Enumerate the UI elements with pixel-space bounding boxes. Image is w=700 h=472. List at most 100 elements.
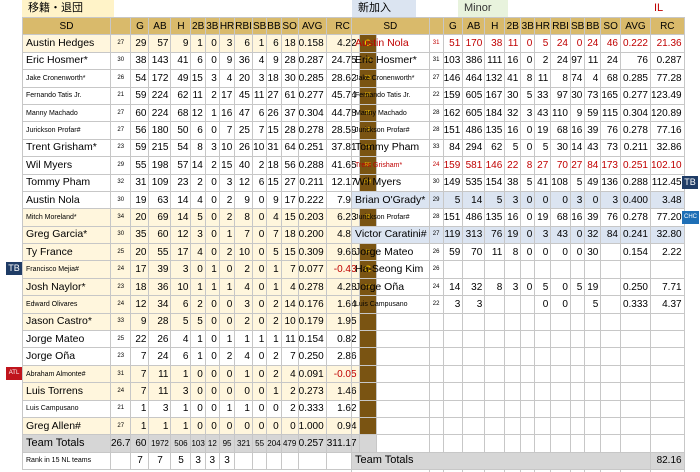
left-player-row[interactable]: Trent Grisham* 23 59 215 54 8 3 10 26 10 31 64 0.251… [22, 138, 380, 158]
right-player-row[interactable]: Trent Grisham* 24 159 581 146 22 8 27 70 27 84 173 0… [351, 156, 685, 175]
empty-cell [462, 330, 486, 349]
stat-ab: 63 [148, 190, 172, 210]
stat-hr: 11 [534, 69, 552, 88]
stat-g: 159 [442, 156, 464, 175]
left-player-row[interactable]: Ty France 25 20 55 17 4 0 2 10 0 5 15 0.309 9.66 IF [22, 243, 380, 262]
right-player-row[interactable]: Brian O'Grady* 29 5 14 5 3 0 0 0 3 0 3 0.400 3.48 [351, 190, 685, 210]
left-player-row[interactable]: Manny Machado 27 60 224 68 12 1 16 47 6 26 37 0.304 4… [22, 103, 380, 123]
left-player-row[interactable]: Jason Castro* 33 9 28 5 5 0 0 2 0 2 10 0.179 1.95 [22, 312, 380, 332]
stat-age: 23 [109, 277, 132, 297]
stat-h: 135 [484, 208, 506, 227]
left-player-row[interactable]: Wil Myers 29 55 198 57 14 2 15 40 2 18 56 0.288 41.65… [22, 156, 380, 175]
stat-so: 7 [280, 347, 299, 366]
stat-so: 61 [280, 86, 299, 105]
right-player-row[interactable]: Manny Machado 28 162 605 184 32 3 43 110 9 59 115 0.… [351, 103, 685, 123]
right-player-row[interactable]: Fernando Tatis Jr. 22 159 605 167 30 5 33 97 30 73… [351, 86, 685, 105]
stat-so: 2 [280, 399, 299, 418]
stat-rbi: 70 [550, 156, 571, 175]
stat-rbi: 8 [550, 69, 571, 88]
left-player-row[interactable]: Francisco Mejia# 24 17 39 3 0 1 0 2 0 1 7 0.077 -0.43… [22, 260, 380, 279]
stat-so: 4 [280, 277, 299, 297]
stat-bb: 6 [266, 34, 282, 53]
stat-avg: 0.251 [297, 138, 327, 158]
stat-sb: 0 [251, 277, 268, 297]
empty-cell [484, 434, 506, 453]
left-rank-row: Rank in 15 NL teams 7 7 5 3 3 3 [22, 451, 381, 471]
player-name: Jake Cronenworth* [22, 69, 111, 88]
left-player-row[interactable]: Fernando Tatis Jr. 21 59 224 62 11 2 17 45 11 27 61… [22, 86, 380, 105]
right-player-row[interactable]: Jake Cronenworth* 27 146 464 132 41 8 11 8 74 4 68 0… [351, 69, 685, 88]
empty-cell [584, 347, 602, 366]
right-player-row[interactable]: Jurickson Profar# 28 151 486 135 16 0 19 68 16 39 7… [351, 208, 685, 227]
left-player-row[interactable]: Eric Hosmer* 30 38 143 41 6 0 9 36 4 9 28 0.287 24.75… [22, 51, 380, 71]
stat-bb: 9 [266, 190, 282, 210]
stat-rbi: 6 [234, 34, 253, 53]
total-hr: 95 [218, 434, 236, 453]
right-player-row[interactable]: Wil Myers 30 149 535 154 38 5 41 108 5 49 136 0.288 1… [351, 173, 685, 192]
empty-cell [442, 312, 464, 332]
left-player-row[interactable]: Mitch Moreland* 34 20 69 14 5 0 2 8 0 4 15 0.203 6.23… [22, 208, 380, 227]
left-player-row[interactable]: Tommy Pham 32 31 109 23 2 0 3 12 6 15 27 0.211 12.17 D… [22, 173, 380, 192]
left-player-row[interactable]: Greg Allen# 27 1 1 1 0 0 0 0 0 0 0 1.000 0.94 [22, 416, 380, 436]
right-player-row[interactable]: Austin Nola 31 51 170 38 11 0 5 24 0 24 46 0.222 21.3… [351, 34, 685, 53]
stat-hr: 19 [534, 121, 552, 140]
left-player-row[interactable]: Austin Hedges 27 29 57 9 1 0 3 6 1 6 18 0.158 4.22 C [22, 34, 380, 53]
stat-avg: 0.278 [297, 121, 327, 140]
right-player-row[interactable]: Eric Hosmer* 31 103 386 111 16 0 2 24 97 11 24 76 0.2… [351, 51, 685, 71]
left-player-row[interactable]: Jorge Mateo 25 22 26 4 1 0 1 1 1 1 11 0.154 0.82 [22, 330, 380, 349]
left-player-row[interactable]: Josh Naylor* 23 18 36 10 1 1 1 4 0 1 4 0.278 4.28 OF [22, 277, 380, 297]
empty-cell [504, 364, 522, 384]
right-col-header: SO [600, 16, 621, 36]
right-player-row[interactable]: Jorge Oña 24 14 32 8 3 0 5 0 5 19 0.250 7.71 [351, 277, 685, 297]
stat-so: 37 [280, 103, 299, 123]
right-empty-row [351, 330, 685, 349]
empty-cell [484, 330, 506, 349]
right-player-row[interactable]: Luis Campusano 22 3 3 0 0 5 0.333 4.37 [351, 295, 685, 314]
total-rc: 82.16 [650, 451, 685, 471]
stat-hr: 0 [218, 295, 236, 314]
stat-bb: 2 [266, 347, 282, 366]
left-header-row: SDGABH2B3BHRRBISBBBSOAVGRCPos [22, 16, 380, 36]
stat-g: 1 [130, 399, 150, 418]
stat-d3: 0 [520, 277, 536, 297]
stat-bb: 39 [584, 208, 602, 227]
left-player-row[interactable]: Luis Torrens 24 7 11 3 0 0 0 0 0 1 2 0.273 1.46 [22, 382, 380, 401]
stat-hr: 17 [218, 86, 236, 105]
stat-so: 3 [600, 190, 621, 210]
left-player-row[interactable]: Jurickson Profar# 27 56 180 50 6 0 7 25 7 15 28 0.27… [22, 121, 380, 140]
stat-avg: 0.288 [297, 156, 327, 175]
right-player-row[interactable]: Victor Caratini# 27 119 313 76 19 0 3 43 0 32 84 0.2… [351, 225, 685, 245]
stat-sb: 10 [251, 138, 268, 158]
left-player-row[interactable]: Luis Campusano 21 1 3 1 0 0 1 1 0 0 2 0.333 1.62 [22, 399, 380, 418]
left-player-row[interactable]: Jorge Oña 23 7 24 6 1 0 2 4 0 2 7 0.250 2.86 [22, 347, 380, 366]
empty-cell [620, 416, 651, 436]
stat-d3: 0 [204, 208, 220, 227]
empty-cell [351, 416, 430, 436]
stat-d3: 0 [204, 347, 220, 366]
rank-empty [234, 451, 253, 471]
empty-cell [650, 312, 685, 332]
right-player-row[interactable]: Jurickson Profar# 28 151 486 135 16 0 19 68 16 39 7… [351, 121, 685, 140]
stat-hr: 1 [218, 330, 236, 349]
stat-hr [534, 260, 552, 279]
empty-cell [520, 312, 536, 332]
stat-age: 27 [428, 69, 444, 88]
stat-avg: 0.333 [297, 399, 327, 418]
empty-cell [600, 330, 621, 349]
player-name: Manny Machado [22, 103, 111, 123]
rank-hr: 3 [218, 451, 236, 471]
right-player-row[interactable]: Jorge Mateo 26 59 70 11 8 0 0 0 0 30 0.154 2.22 [351, 243, 685, 262]
left-player-row[interactable]: Jake Cronenworth* 26 54 172 49 15 3 4 20 3 18 30 0.2… [22, 69, 380, 88]
stat-ab: 215 [148, 138, 172, 158]
left-player-row[interactable]: Abraham Almonte# 31 7 11 1 0 0 0 1 0 2 4 0.091 -0.05 [22, 364, 380, 384]
right-player-row[interactable]: Ha-Seong Kim 26 [351, 260, 685, 279]
right-player-row[interactable]: Tommy Pham 33 84 294 62 5 0 5 30 14 43 73 0.211 32.86 [351, 138, 685, 158]
stat-g: 9 [130, 312, 150, 332]
stat-h: 62 [170, 86, 192, 105]
empty-cell [351, 312, 430, 332]
left-player-row[interactable]: Edward Olivares 24 12 34 6 2 0 0 3 0 2 14 0.176 1.64 [22, 295, 380, 314]
empty-cell [520, 347, 536, 366]
stat-h: 68 [170, 103, 192, 123]
